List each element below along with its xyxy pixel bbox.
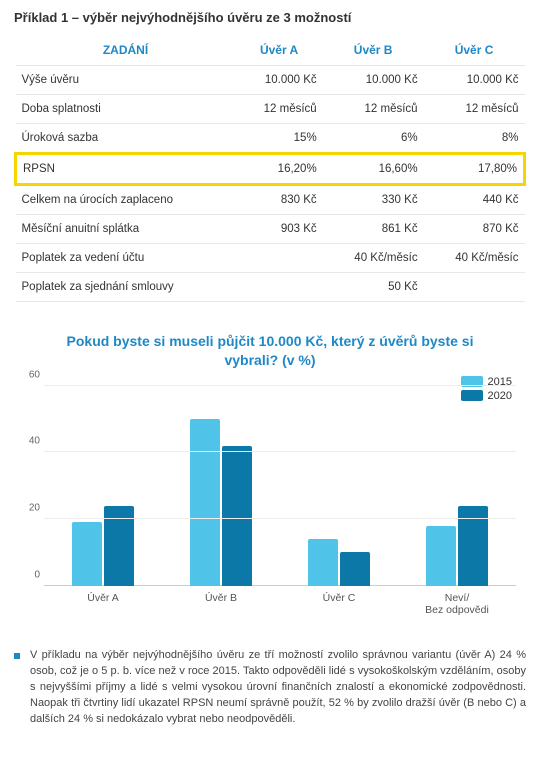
- footnote: V příkladu na výběr nejvýhodnějšího úvěr…: [14, 648, 526, 728]
- table-row: Celkem na úrocích zaplaceno830 Kč330 Kč4…: [16, 185, 525, 215]
- table-cell: 870 Kč: [424, 215, 525, 244]
- table-row: Výše úvěru10.000 Kč10.000 Kč10.000 Kč: [16, 66, 525, 95]
- bar-group: [398, 386, 516, 586]
- table-cell: 12 měsíců: [235, 95, 322, 124]
- bullet-icon: [14, 653, 20, 659]
- x-label: Neví/Bez odpovědi: [398, 586, 516, 626]
- table-cell: Poplatek za vedení účtu: [16, 244, 236, 273]
- table-row: Poplatek za sjednání smlouvy 50 Kč: [16, 273, 525, 302]
- x-label: Úvěr A: [44, 586, 162, 626]
- table-cell: Úroková sazba: [16, 124, 236, 154]
- table-cell: 10.000 Kč: [235, 66, 322, 95]
- x-labels: Úvěr AÚvěr BÚvěr CNeví/Bez odpovědi: [44, 586, 516, 626]
- y-tick-label: 40: [16, 436, 40, 447]
- table-cell: 861 Kč: [323, 215, 424, 244]
- table-cell: [235, 273, 322, 302]
- table-cell: 50 Kč: [323, 273, 424, 302]
- table-header: ZADÁNÍ: [16, 35, 236, 66]
- table-cell: Měsíční anuitní splátka: [16, 215, 236, 244]
- table-cell: 40 Kč/měsíc: [424, 244, 525, 273]
- gridline: [44, 451, 516, 452]
- table-row: Doba splatnosti12 měsíců12 měsíců12 měsí…: [16, 95, 525, 124]
- table-cell: 17,80%: [424, 154, 525, 185]
- table-row: Poplatek za vedení účtu 40 Kč/měsíc40 Kč/…: [16, 244, 525, 273]
- table-cell: 440 Kč: [424, 185, 525, 215]
- table-cell: Výše úvěru: [16, 66, 236, 95]
- y-tick-label: 60: [16, 369, 40, 380]
- table-header: Úvěr C: [424, 35, 525, 66]
- bar-group: [162, 386, 280, 586]
- table-cell: 903 Kč: [235, 215, 322, 244]
- table-cell: [235, 244, 322, 273]
- table-row: Měsíční anuitní splátka903 Kč861 Kč870 K…: [16, 215, 525, 244]
- chart-area: 20152020 0204060 Úvěr AÚvěr BÚvěr CNeví/…: [14, 376, 526, 626]
- table-cell: 15%: [235, 124, 322, 154]
- table-cell: Doba splatnosti: [16, 95, 236, 124]
- table-cell: RPSN: [16, 154, 236, 185]
- table-cell: 8%: [424, 124, 525, 154]
- table-cell: 10.000 Kč: [323, 66, 424, 95]
- chart-title: Pokud byste si museli půjčit 10.000 Kč, …: [54, 332, 486, 370]
- table-cell: 330 Kč: [323, 185, 424, 215]
- table-cell: 16,60%: [323, 154, 424, 185]
- table-cell: 6%: [323, 124, 424, 154]
- table-cell: [424, 273, 525, 302]
- table-header: Úvěr A: [235, 35, 322, 66]
- bar: [222, 446, 252, 586]
- table-cell: 12 měsíců: [323, 95, 424, 124]
- chart-plot: 0204060: [44, 386, 516, 586]
- table-cell: 16,20%: [235, 154, 322, 185]
- table-row: Úroková sazba15%6%8%: [16, 124, 525, 154]
- table-cell: 10.000 Kč: [424, 66, 525, 95]
- bar-group: [280, 386, 398, 586]
- bar-groups: [44, 386, 516, 586]
- loan-table: ZADÁNÍÚvěr AÚvěr BÚvěr C Výše úvěru10.00…: [14, 35, 526, 302]
- bar: [426, 526, 456, 586]
- table-cell: Poplatek za sjednání smlouvy: [16, 273, 236, 302]
- table-cell: Celkem na úrocích zaplaceno: [16, 185, 236, 215]
- table-header: Úvěr B: [323, 35, 424, 66]
- chart-container: Pokud byste si museli půjčit 10.000 Kč, …: [14, 332, 526, 626]
- x-label: Úvěr B: [162, 586, 280, 626]
- y-tick-label: 0: [16, 569, 40, 580]
- table-cell: 12 měsíců: [424, 95, 525, 124]
- x-label: Úvěr C: [280, 586, 398, 626]
- bar: [72, 522, 102, 585]
- bar: [308, 539, 338, 586]
- table-cell: 40 Kč/měsíc: [323, 244, 424, 273]
- bar-group: [44, 386, 162, 586]
- y-tick-label: 20: [16, 503, 40, 514]
- bar: [190, 419, 220, 586]
- table-row: RPSN16,20%16,60%17,80%: [16, 154, 525, 185]
- page-title: Příklad 1 – výběr nejvýhodnějšího úvěru …: [14, 10, 526, 25]
- table-cell: 830 Kč: [235, 185, 322, 215]
- gridline: [44, 385, 516, 386]
- gridline: [44, 518, 516, 519]
- bar: [340, 552, 370, 585]
- footnote-text: V příkladu na výběr nejvýhodnějšího úvěr…: [30, 648, 526, 728]
